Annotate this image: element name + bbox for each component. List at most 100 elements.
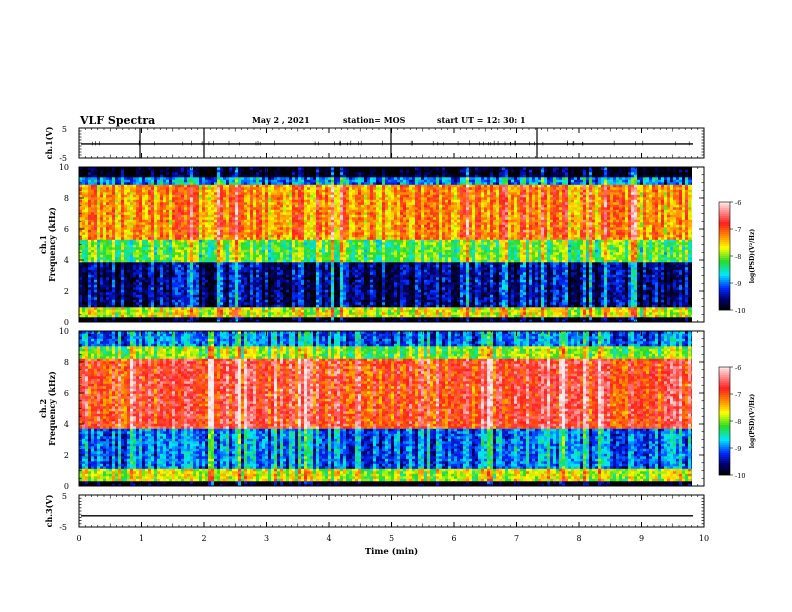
spectrogram-cell — [151, 292, 154, 295]
spectrogram-cell — [130, 217, 133, 220]
spectrogram-cell — [139, 210, 142, 213]
spectrogram-cell — [94, 207, 97, 210]
spectrogram-cell — [154, 297, 157, 300]
spectrogram-cell — [106, 225, 109, 228]
spectrogram-cell — [109, 295, 112, 298]
spectrogram-cell — [106, 200, 109, 203]
spectrogram-cell — [97, 185, 100, 188]
spectrogram-cell — [133, 312, 136, 315]
spectrogram-cell — [151, 315, 154, 318]
spectrogram-cell — [97, 222, 100, 225]
spectrogram-cell — [124, 312, 127, 315]
spectrogram-cell — [118, 177, 121, 180]
spectrogram-cell — [91, 255, 94, 258]
spectrogram-cell — [151, 192, 154, 195]
spectrogram-cell — [85, 212, 88, 215]
spectrogram-cell — [112, 237, 115, 240]
spectrogram-cell — [82, 307, 85, 310]
spectrogram-cell — [109, 205, 112, 208]
spectrogram-cell — [103, 252, 106, 255]
spectrogram-cell — [127, 315, 130, 318]
spectrogram-cell — [91, 187, 94, 190]
spectrogram-cell — [100, 257, 103, 260]
spectrogram-cell — [91, 297, 94, 300]
spectrogram-cell — [109, 200, 112, 203]
spectrogram-cell — [118, 195, 121, 198]
spectrogram-cell — [142, 317, 145, 320]
spectrogram-cell — [118, 232, 121, 235]
spectrogram-cell — [115, 307, 118, 310]
spectrogram-cell — [142, 212, 145, 215]
spectrogram-cell — [94, 240, 97, 243]
spectrogram-cell — [91, 275, 94, 278]
spectrogram-cell — [145, 247, 148, 250]
spectrogram-cell — [112, 192, 115, 195]
spectrogram-cell — [100, 292, 103, 295]
spectrogram-cell — [133, 192, 136, 195]
spectrogram-cell — [139, 217, 142, 220]
spectrogram-cell — [139, 277, 142, 280]
spectrogram-cell — [112, 307, 115, 310]
spectrogram-cell — [109, 257, 112, 260]
spectrogram-cell — [130, 200, 133, 203]
spectrogram-cell — [82, 312, 85, 315]
spectrogram-cell — [109, 210, 112, 213]
spectrogram-cell — [100, 267, 103, 270]
spectrogram-cell — [112, 290, 115, 293]
spectrogram-cell — [97, 212, 100, 215]
spectrogram-cell — [148, 262, 151, 265]
spectrogram-cell — [82, 297, 85, 300]
spectrogram-cell — [106, 172, 109, 175]
spectrogram-cell — [85, 240, 88, 243]
spectrogram-cell — [97, 172, 100, 175]
spectrogram-cell — [109, 227, 112, 230]
spectrogram-cell — [136, 185, 139, 188]
spectrogram-cell — [130, 185, 133, 188]
spectrogram-cell — [151, 242, 154, 245]
spectrogram-cell — [118, 180, 121, 183]
spectrogram-cell — [145, 197, 148, 200]
spectrogram-cell — [145, 302, 148, 305]
spectrogram-cell — [154, 262, 157, 265]
spectrogram-cell — [85, 242, 88, 245]
spectrogram-cell — [127, 277, 130, 280]
spectrogram-cell — [112, 175, 115, 178]
spectrogram-cell — [106, 190, 109, 193]
start-time-label: start UT = 12: 30: 1 — [437, 115, 526, 125]
spectrogram-cell — [118, 245, 121, 248]
spectrogram-cell — [118, 280, 121, 283]
spectrogram-cell — [112, 315, 115, 318]
figure-title: VLF Spectra — [79, 114, 155, 127]
spectrogram-cell — [106, 242, 109, 245]
spectrogram-cell — [85, 272, 88, 275]
spectrogram-cell — [118, 302, 121, 305]
spectrogram-cell — [142, 282, 145, 285]
spectrogram-cell — [100, 317, 103, 320]
spectrogram-cell — [106, 310, 109, 313]
spectrogram-cell — [139, 302, 142, 305]
spectrogram-cell — [88, 317, 91, 320]
spectrogram-cell — [118, 220, 121, 223]
spectrogram-cell — [118, 312, 121, 315]
spectrogram-cell — [100, 285, 103, 288]
spectrogram-cell — [109, 272, 112, 275]
spectrogram-cell — [127, 295, 130, 298]
spectrogram-cell — [151, 287, 154, 290]
spectrogram-cell — [118, 317, 121, 320]
spectrogram-cell — [130, 280, 133, 283]
spectrogram-cell — [154, 260, 157, 263]
spectrogram-cell — [112, 302, 115, 305]
spectrogram-cell — [148, 220, 151, 223]
spectrogram-cell — [85, 182, 88, 185]
spectrogram-cell — [121, 185, 124, 188]
spectrogram-cell — [94, 302, 97, 305]
spectrogram-cell — [130, 215, 133, 218]
spectrogram-cell — [130, 235, 133, 238]
spectrogram-cell — [115, 172, 118, 175]
spectrogram-cell — [127, 170, 130, 173]
spectrogram-cell — [91, 197, 94, 200]
spectrogram-cell — [139, 307, 142, 310]
spectrogram-cell — [145, 295, 148, 298]
spectrogram-cell — [85, 192, 88, 195]
spectrogram-cell — [139, 255, 142, 258]
